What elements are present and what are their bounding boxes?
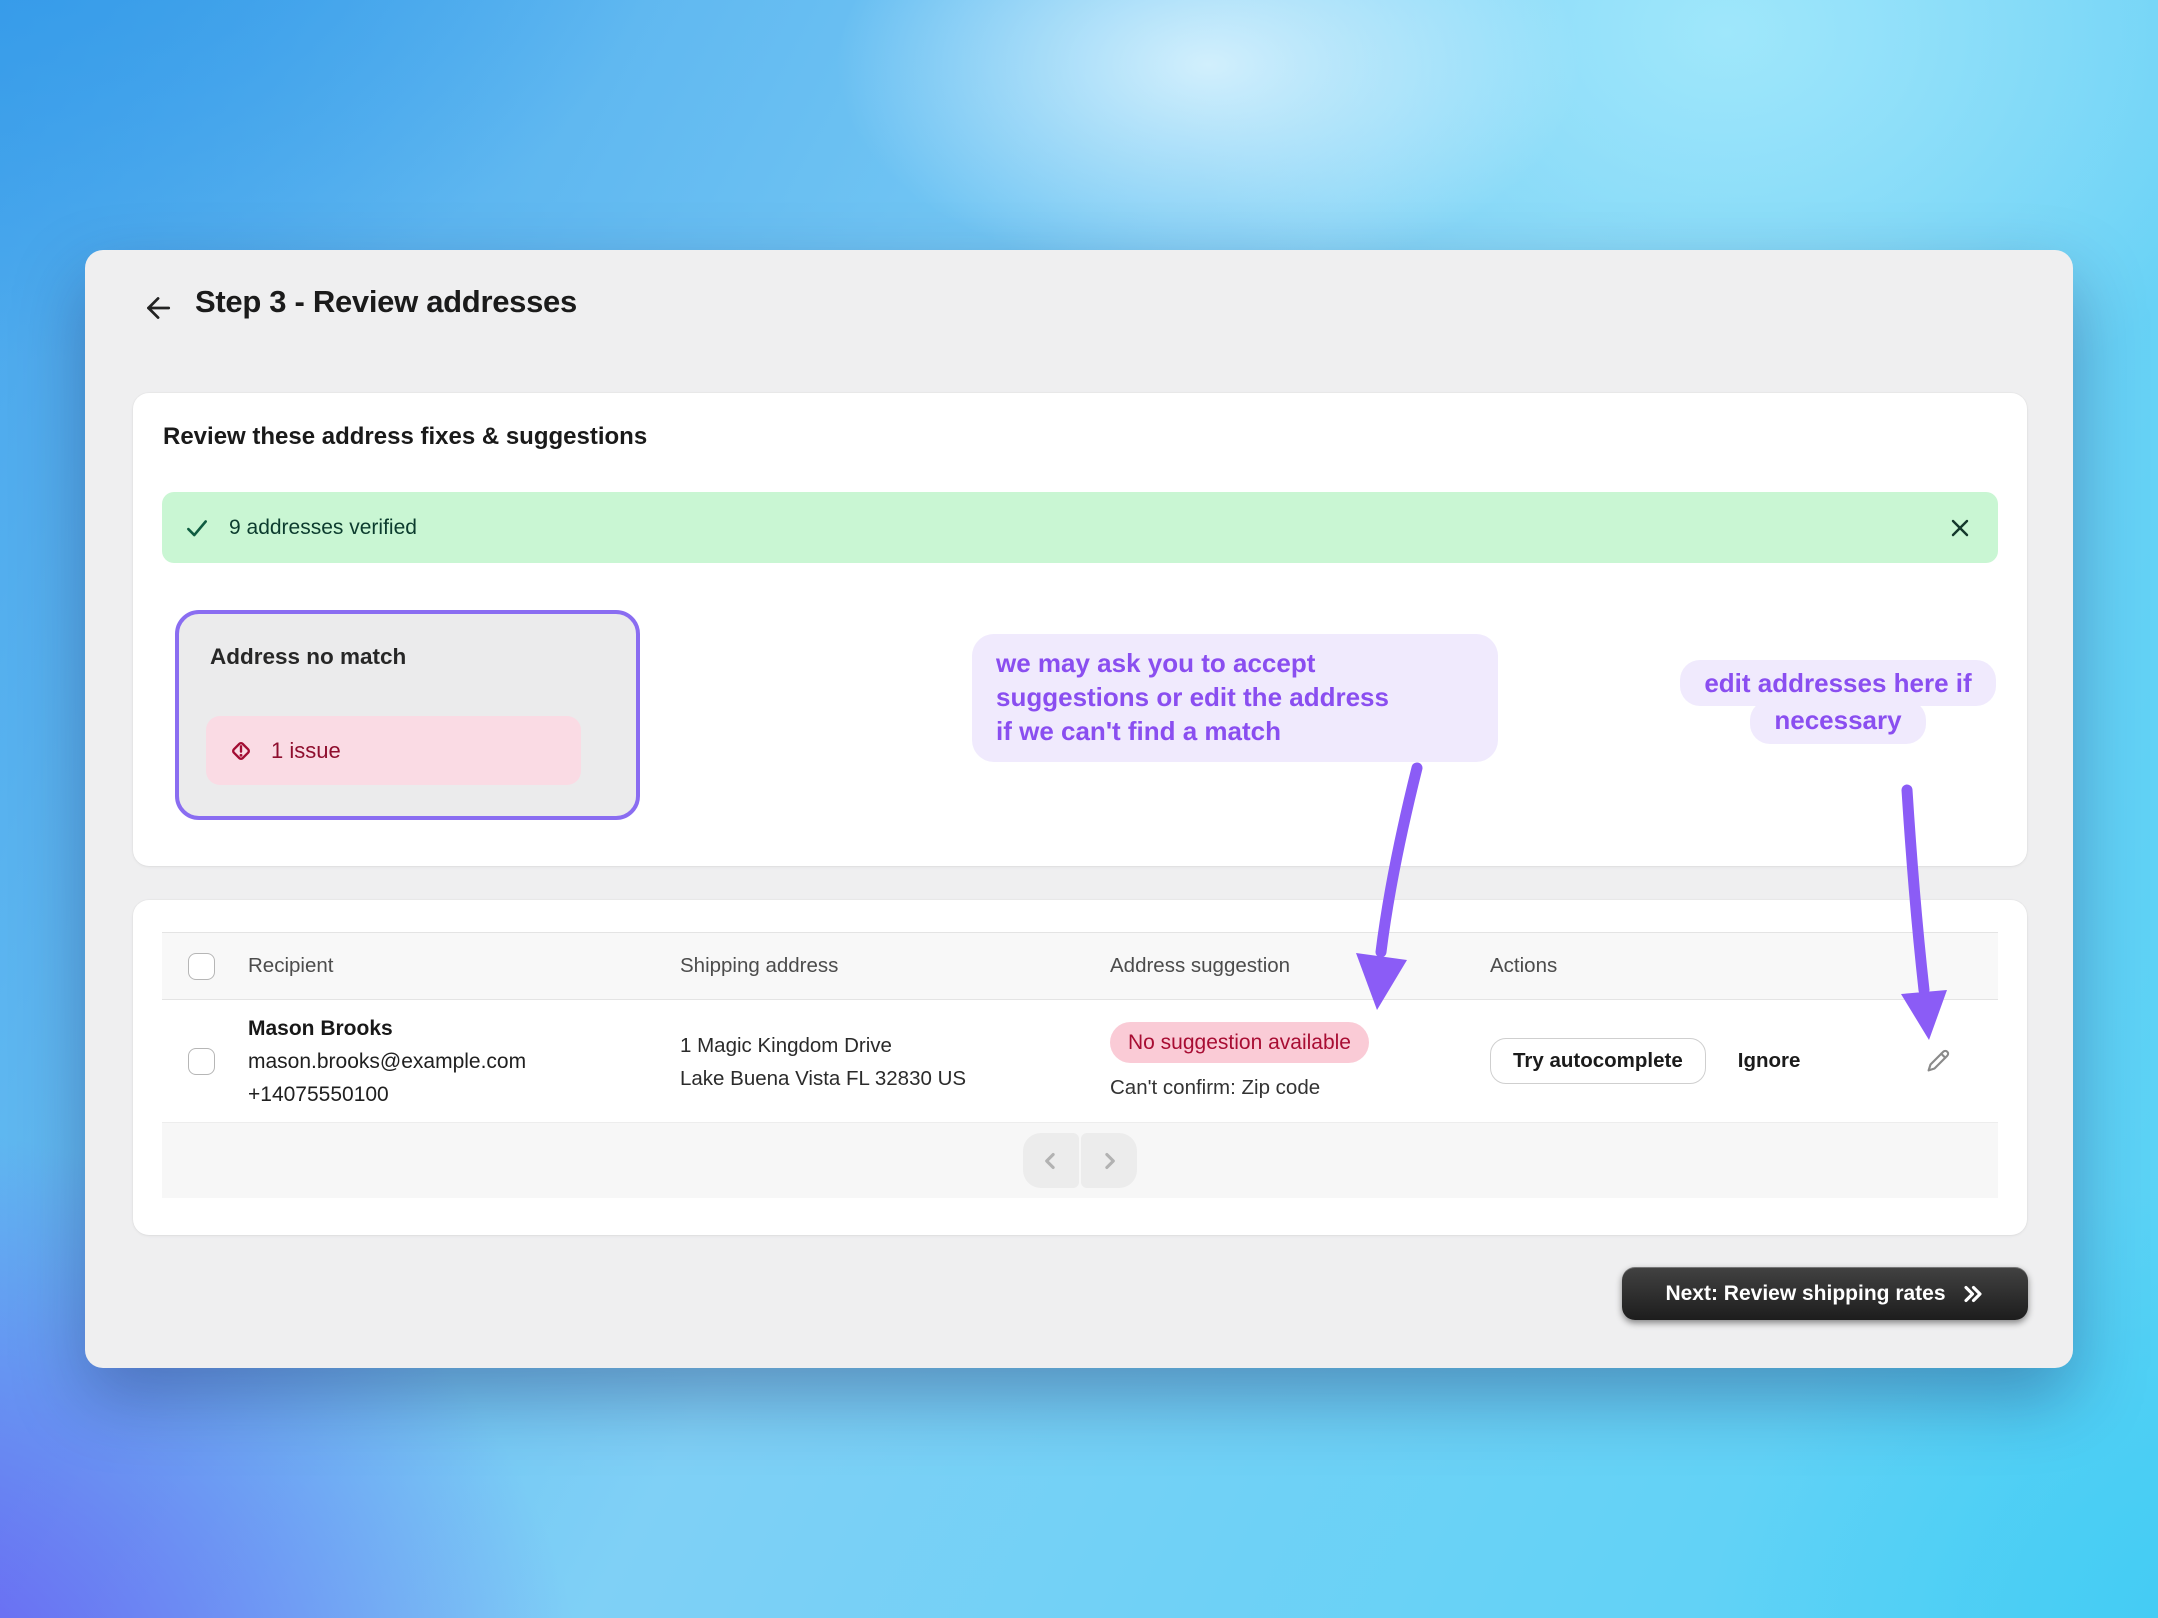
back-arrow-icon [140,291,174,325]
ignore-button[interactable]: Ignore [1732,1048,1807,1074]
review-fixes-heading: Review these address fixes & suggestions [163,423,648,450]
address-no-match-title: Address no match [210,644,407,669]
close-icon[interactable] [1946,514,1974,542]
row-checkbox[interactable] [188,1047,215,1075]
shipping-address-line1: 1 Magic Kingdom Drive [680,1034,892,1057]
addresses-table-card: Recipient Shipping address Address sugge… [133,900,2027,1235]
edit-pencil-icon[interactable] [1923,1046,1953,1076]
address-suggestion-cell: No suggestion available Can't confirm: Z… [1110,1000,1490,1122]
column-header-recipient: Recipient [248,954,334,977]
page-title: Step 3 - Review addresses [195,284,577,319]
next-review-shipping-rates-button[interactable]: Next: Review shipping rates [1622,1267,2028,1320]
chevron-right-icon [1096,1148,1122,1174]
verified-banner-text: 9 addresses verified [229,515,417,539]
column-header-actions: Actions [1490,954,1558,977]
column-header-shipping-address: Shipping address [680,954,839,977]
shipping-address-cell: 1 Magic Kingdom Drive Lake Buena Vista F… [680,1000,1110,1122]
try-autocomplete-button[interactable]: Try autocomplete [1490,1038,1706,1084]
double-chevron-right-icon [1961,1282,1985,1306]
next-button-label: Next: Review shipping rates [1665,1281,1946,1305]
actions-cell: Try autocomplete Ignore [1490,1000,1998,1122]
column-header-address-suggestion: Address suggestion [1110,954,1291,977]
pagination-prev-button[interactable] [1023,1133,1079,1188]
issue-count-pill: 1 issue [206,716,581,785]
recipient-name: Mason Brooks [248,1017,393,1040]
address-no-match-card[interactable]: Address no match 1 issue [175,610,640,820]
issue-count-label: 1 issue [271,737,341,763]
select-all-checkbox[interactable] [188,952,215,980]
table-header-row: Recipient Shipping address Address sugge… [162,932,1998,1000]
review-fixes-card: Review these address fixes & suggestions… [133,393,2027,866]
annotation-line: if we can't find a match [996,716,1282,746]
pagination-next-button[interactable] [1081,1133,1137,1188]
pagination-bar [162,1122,1998,1198]
check-icon [184,515,210,541]
shipping-address-line2: Lake Buena Vista FL 32830 US [680,1067,967,1090]
annotation-line: suggestions or edit the address [996,682,1389,712]
review-addresses-panel: Step 3 - Review addresses Review these a… [85,250,2073,1368]
back-button[interactable] [137,288,177,328]
annotation-suggestions-callout: we may ask you to accept suggestions or … [972,634,1498,762]
cant-confirm-note: Can't confirm: Zip code [1110,1076,1321,1099]
verified-banner: 9 addresses verified [162,492,1998,563]
alert-diamond-icon [226,736,256,766]
recipient-cell: Mason Brooks mason.brooks@example.com +1… [248,1000,680,1122]
table-row: Mason Brooks mason.brooks@example.com +1… [162,1000,1998,1122]
recipient-phone: +14075550100 [248,1083,389,1106]
no-suggestion-badge: No suggestion available [1110,1022,1369,1063]
annotation-line: we may ask you to accept [996,648,1316,678]
recipient-email: mason.brooks@example.com [248,1050,527,1073]
chevron-left-icon [1038,1148,1064,1174]
annotation-line: edit addresses here if [1680,660,1996,706]
annotation-edit-callout: edit addresses here if necessary [1638,660,2038,744]
annotation-line: necessary [1750,700,1926,744]
